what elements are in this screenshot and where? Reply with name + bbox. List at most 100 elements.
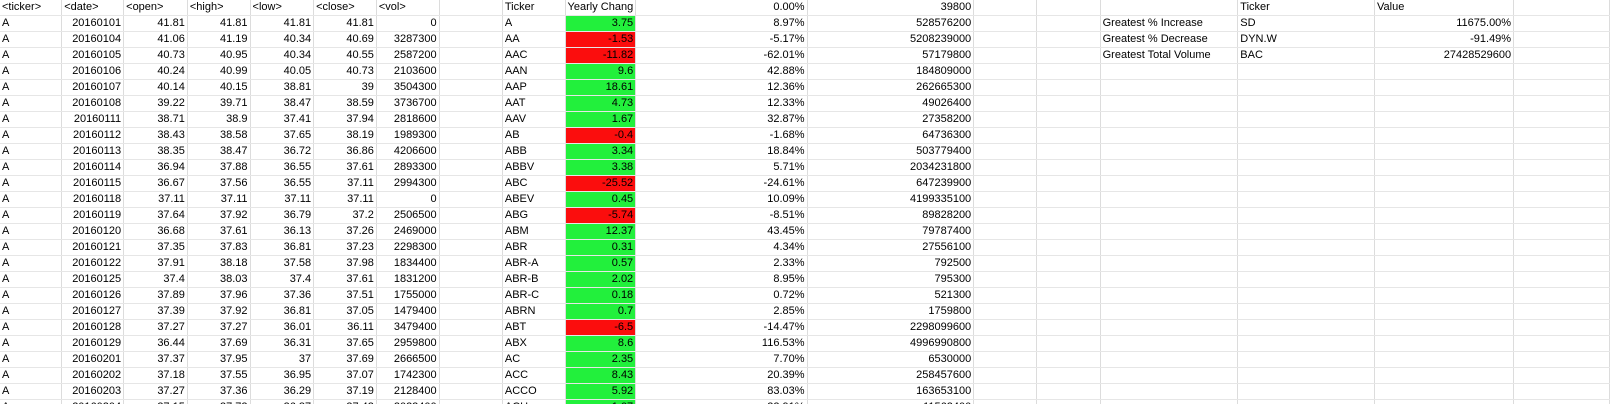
cell-open[interactable]: 41.06 <box>123 31 188 48</box>
empty-cell[interactable] <box>1237 335 1375 352</box>
cell-yearly-change[interactable]: 0.31 <box>565 239 637 256</box>
cell-ticker[interactable]: A <box>0 175 63 192</box>
cell-high[interactable]: 37.95 <box>187 351 251 368</box>
cell-percent-change[interactable]: 5.71% <box>635 159 808 176</box>
cell-low[interactable]: 36.79 <box>250 207 315 224</box>
cell-low[interactable]: 36.31 <box>250 335 315 352</box>
cell-vol[interactable]: 1479400 <box>376 303 440 320</box>
cell-yearly-change[interactable]: 8.6 <box>565 335 637 352</box>
empty-cell[interactable] <box>1374 239 1515 256</box>
header-total-volume[interactable]: 39800 <box>807 0 975 16</box>
cell-low[interactable]: 41.81 <box>250 15 315 32</box>
cell-low[interactable]: 37.4 <box>250 271 315 288</box>
empty-cell[interactable] <box>1374 95 1515 112</box>
empty-cell[interactable] <box>973 191 1038 208</box>
cell-vol[interactable]: 4206600 <box>376 143 440 160</box>
cell-date[interactable]: 20160111 <box>61 111 125 128</box>
cell-low[interactable]: 36.29 <box>250 383 315 400</box>
empty-cell[interactable] <box>1237 287 1375 304</box>
cell-date[interactable]: 20160202 <box>61 367 125 384</box>
cell-vol[interactable]: 1831200 <box>376 271 440 288</box>
cell-open[interactable]: 38.35 <box>123 143 188 160</box>
cell-close[interactable]: 36.11 <box>313 319 377 336</box>
cell-high[interactable]: 37.56 <box>187 175 251 192</box>
cell-summary-ticker[interactable]: AAV <box>502 111 566 128</box>
cell-close[interactable]: 40.69 <box>313 31 377 48</box>
cell-low[interactable]: 37.65 <box>250 127 315 144</box>
cell-open[interactable]: 37.91 <box>123 255 188 272</box>
cell-low[interactable]: 36.13 <box>250 223 315 240</box>
cell-ticker[interactable]: A <box>0 207 63 224</box>
cell-total-volume[interactable]: 792500 <box>807 255 975 272</box>
cell-low[interactable]: 37.58 <box>250 255 315 272</box>
cell-summary-ticker[interactable]: AA <box>502 31 566 48</box>
cell-ticker[interactable]: A <box>0 79 63 96</box>
cell-total-volume[interactable]: 163653100 <box>807 383 975 400</box>
empty-cell[interactable] <box>1237 79 1375 96</box>
empty-cell[interactable] <box>439 15 503 32</box>
empty-cell[interactable] <box>1237 175 1375 192</box>
empty-cell[interactable] <box>1374 303 1515 320</box>
empty-cell[interactable] <box>1036 255 1101 272</box>
cell-date[interactable]: 20160121 <box>61 239 125 256</box>
cell-vol[interactable]: 3504300 <box>376 79 440 96</box>
cell-ticker[interactable]: A <box>0 191 63 208</box>
cell-summary-ticker[interactable]: ABR-C <box>502 287 566 304</box>
cell-ticker[interactable]: A <box>0 351 63 368</box>
empty-cell[interactable] <box>1036 239 1101 256</box>
cell-low[interactable]: 36.81 <box>250 303 315 320</box>
cell-close[interactable]: 37.11 <box>313 191 377 208</box>
cell-date[interactable]: 20160118 <box>61 191 125 208</box>
cell-total-volume[interactable]: 2034231800 <box>807 159 975 176</box>
empty-cell[interactable] <box>439 367 503 384</box>
cell-high[interactable]: 38.18 <box>187 255 251 272</box>
header-close[interactable]: <close> <box>313 0 377 16</box>
empty-cell[interactable] <box>1036 111 1101 128</box>
cell-date[interactable]: 20160128 <box>61 319 125 336</box>
empty-cell[interactable] <box>973 15 1038 32</box>
empty-cell[interactable] <box>1237 303 1375 320</box>
cell-total-volume[interactable]: 27358200 <box>807 111 975 128</box>
empty-cell[interactable] <box>1374 111 1515 128</box>
cell-stats-ticker[interactable]: BAC <box>1237 47 1375 64</box>
cell-yearly-change[interactable]: -0.4 <box>565 127 637 144</box>
empty-cell[interactable] <box>1036 79 1101 96</box>
empty-cell[interactable] <box>439 271 503 288</box>
cell-high[interactable]: 37.69 <box>187 335 251 352</box>
cell-ticker[interactable]: A <box>0 111 63 128</box>
cell-stats-ticker[interactable]: DYN.W <box>1237 31 1375 48</box>
cell-vol[interactable]: 2298300 <box>376 239 440 256</box>
cell-yearly-change[interactable]: 3.75 <box>565 15 637 32</box>
empty-cell[interactable] <box>1100 287 1239 304</box>
cell-vol[interactable]: 2893300 <box>376 159 440 176</box>
cell-date[interactable]: 20160105 <box>61 47 125 64</box>
empty-cell[interactable] <box>1374 63 1515 80</box>
cell-summary-ticker[interactable]: ABX <box>502 335 566 352</box>
cell-yearly-change[interactable]: 8.43 <box>565 367 637 384</box>
cell-high[interactable]: 37.61 <box>187 223 251 240</box>
cell-yearly-change[interactable]: 1.67 <box>565 111 637 128</box>
cell-open[interactable]: 37.39 <box>123 303 188 320</box>
empty-cell[interactable] <box>1513 207 1610 224</box>
cell-low[interactable]: 36.81 <box>250 239 315 256</box>
cell-summary-ticker[interactable]: ABM <box>502 223 566 240</box>
cell-low[interactable]: 37.11 <box>250 191 315 208</box>
cell-total-volume[interactable]: 1759800 <box>807 303 975 320</box>
cell-ticker[interactable]: A <box>0 143 63 160</box>
empty-cell[interactable] <box>439 255 503 272</box>
cell-date[interactable]: 20160112 <box>61 127 125 144</box>
cell-high[interactable]: 37.88 <box>187 159 251 176</box>
cell-ticker[interactable]: A <box>0 383 63 400</box>
cell-date[interactable]: 20160108 <box>61 95 125 112</box>
empty-cell[interactable] <box>1237 239 1375 256</box>
cell-ticker[interactable]: A <box>0 319 63 336</box>
cell-summary-ticker[interactable]: AAP <box>502 79 566 96</box>
empty-cell[interactable] <box>1036 399 1101 404</box>
empty-cell[interactable] <box>1100 351 1239 368</box>
cell-percent-change[interactable]: 42.88% <box>635 63 808 80</box>
header-high[interactable]: <high> <box>187 0 251 16</box>
cell-ticker[interactable]: A <box>0 287 63 304</box>
cell-vol[interactable]: 1742300 <box>376 367 440 384</box>
cell-vol[interactable]: 2666500 <box>376 351 440 368</box>
cell-yearly-change[interactable]: -6.5 <box>565 319 637 336</box>
